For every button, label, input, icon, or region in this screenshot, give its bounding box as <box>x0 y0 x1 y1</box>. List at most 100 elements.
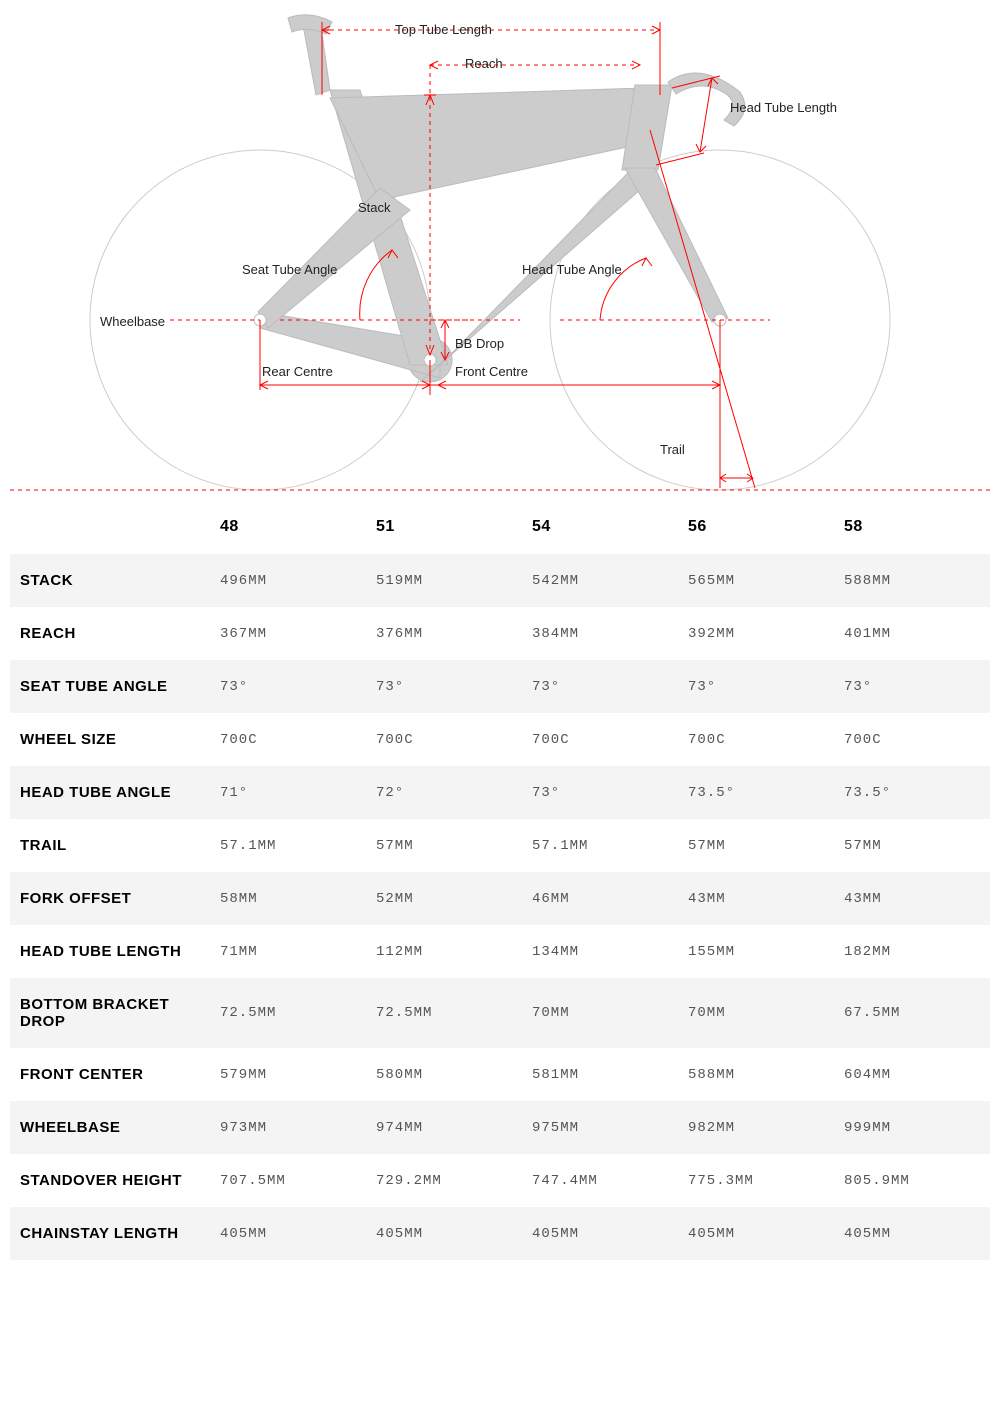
cell-value: 67.5MM <box>834 978 990 1048</box>
table-row: SEAT TUBE ANGLE73°73°73°73°73° <box>10 660 990 713</box>
cell-value: 73° <box>366 660 522 713</box>
cell-value: 707.5MM <box>210 1154 366 1207</box>
table-row: BOTTOM BRACKET DROP72.5MM72.5MM70MM70MM6… <box>10 978 990 1048</box>
cell-value: 975MM <box>522 1101 678 1154</box>
label-bb-drop: BB Drop <box>455 336 504 351</box>
cell-value: 72.5MM <box>210 978 366 1048</box>
bike-geometry-diagram: Top Tube Length Reach Head Tube Length S… <box>0 0 1000 500</box>
table-row: REACH367MM376MM384MM392MM401MM <box>10 607 990 660</box>
row-label: STACK <box>10 554 210 607</box>
cell-value: 70MM <box>678 978 834 1048</box>
label-head-tube-angle: Head Tube Angle <box>522 262 622 277</box>
header-size: 48 <box>210 500 366 554</box>
label-reach: Reach <box>465 56 503 71</box>
cell-value: 73° <box>678 660 834 713</box>
cell-value: 73° <box>522 766 678 819</box>
row-label: FORK OFFSET <box>10 872 210 925</box>
header-size: 51 <box>366 500 522 554</box>
label-trail: Trail <box>660 442 685 457</box>
row-label: SEAT TUBE ANGLE <box>10 660 210 713</box>
cell-value: 73° <box>522 660 678 713</box>
header-blank <box>10 500 210 554</box>
table-row: FORK OFFSET58MM52MM46MM43MM43MM <box>10 872 990 925</box>
cell-value: 747.4MM <box>522 1154 678 1207</box>
cell-value: 729.2MM <box>366 1154 522 1207</box>
cell-value: 46MM <box>522 872 678 925</box>
cell-value: 496MM <box>210 554 366 607</box>
cell-value: 565MM <box>678 554 834 607</box>
cell-value: 367MM <box>210 607 366 660</box>
cell-value: 57MM <box>366 819 522 872</box>
diagram-svg <box>0 0 1000 500</box>
cell-value: 71MM <box>210 925 366 978</box>
row-label: BOTTOM BRACKET DROP <box>10 978 210 1048</box>
cell-value: 700C <box>678 713 834 766</box>
table-row: WHEELBASE973MM974MM975MM982MM999MM <box>10 1101 990 1154</box>
cell-value: 700C <box>834 713 990 766</box>
header-size: 58 <box>834 500 990 554</box>
cell-value: 405MM <box>834 1207 990 1260</box>
table-row: WHEEL SIZE700C700C700C700C700C <box>10 713 990 766</box>
cell-value: 700C <box>210 713 366 766</box>
cell-value: 392MM <box>678 607 834 660</box>
table-row: HEAD TUBE ANGLE71°72°73°73.5°73.5° <box>10 766 990 819</box>
cell-value: 519MM <box>366 554 522 607</box>
cell-value: 974MM <box>366 1101 522 1154</box>
cell-value: 999MM <box>834 1101 990 1154</box>
cell-value: 52MM <box>366 872 522 925</box>
cell-value: 973MM <box>210 1101 366 1154</box>
cell-value: 72° <box>366 766 522 819</box>
cell-value: 73° <box>210 660 366 713</box>
cell-value: 72.5MM <box>366 978 522 1048</box>
label-rear-centre: Rear Centre <box>262 364 333 379</box>
cell-value: 384MM <box>522 607 678 660</box>
cell-value: 405MM <box>678 1207 834 1260</box>
row-label: WHEELBASE <box>10 1101 210 1154</box>
cell-value: 57.1MM <box>522 819 678 872</box>
cell-value: 43MM <box>834 872 990 925</box>
cell-value: 700C <box>522 713 678 766</box>
table-row: CHAINSTAY LENGTH405MM405MM405MM405MM405M… <box>10 1207 990 1260</box>
label-seat-tube-angle: Seat Tube Angle <box>242 262 337 277</box>
cell-value: 155MM <box>678 925 834 978</box>
cell-value: 405MM <box>210 1207 366 1260</box>
table-row: HEAD TUBE LENGTH71MM112MM134MM155MM182MM <box>10 925 990 978</box>
table-row: TRAIL57.1MM57MM57.1MM57MM57MM <box>10 819 990 872</box>
cell-value: 604MM <box>834 1048 990 1101</box>
cell-value: 588MM <box>834 554 990 607</box>
label-top-tube-length: Top Tube Length <box>395 22 492 37</box>
row-label: STANDOVER HEIGHT <box>10 1154 210 1207</box>
row-label: TRAIL <box>10 819 210 872</box>
cell-value: 581MM <box>522 1048 678 1101</box>
row-label: HEAD TUBE LENGTH <box>10 925 210 978</box>
cell-value: 73.5° <box>678 766 834 819</box>
cell-value: 58MM <box>210 872 366 925</box>
label-stack: Stack <box>358 200 391 215</box>
cell-value: 73.5° <box>834 766 990 819</box>
cell-value: 134MM <box>522 925 678 978</box>
row-label: REACH <box>10 607 210 660</box>
cell-value: 70MM <box>522 978 678 1048</box>
table-header-row: 48 51 54 56 58 <box>10 500 990 554</box>
cell-value: 700C <box>366 713 522 766</box>
cell-value: 805.9MM <box>834 1154 990 1207</box>
cell-value: 580MM <box>366 1048 522 1101</box>
table-row: FRONT CENTER579MM580MM581MM588MM604MM <box>10 1048 990 1101</box>
cell-value: 405MM <box>366 1207 522 1260</box>
table-row: STACK496MM519MM542MM565MM588MM <box>10 554 990 607</box>
table-row: STANDOVER HEIGHT707.5MM729.2MM747.4MM775… <box>10 1154 990 1207</box>
geometry-table: 48 51 54 56 58 STACK496MM519MM542MM565MM… <box>10 500 990 1260</box>
cell-value: 982MM <box>678 1101 834 1154</box>
cell-value: 405MM <box>522 1207 678 1260</box>
cell-value: 579MM <box>210 1048 366 1101</box>
cell-value: 112MM <box>366 925 522 978</box>
row-label: FRONT CENTER <box>10 1048 210 1101</box>
cell-value: 57MM <box>678 819 834 872</box>
cell-value: 182MM <box>834 925 990 978</box>
header-size: 56 <box>678 500 834 554</box>
cell-value: 542MM <box>522 554 678 607</box>
cell-value: 376MM <box>366 607 522 660</box>
cell-value: 588MM <box>678 1048 834 1101</box>
cell-value: 775.3MM <box>678 1154 834 1207</box>
cell-value: 43MM <box>678 872 834 925</box>
